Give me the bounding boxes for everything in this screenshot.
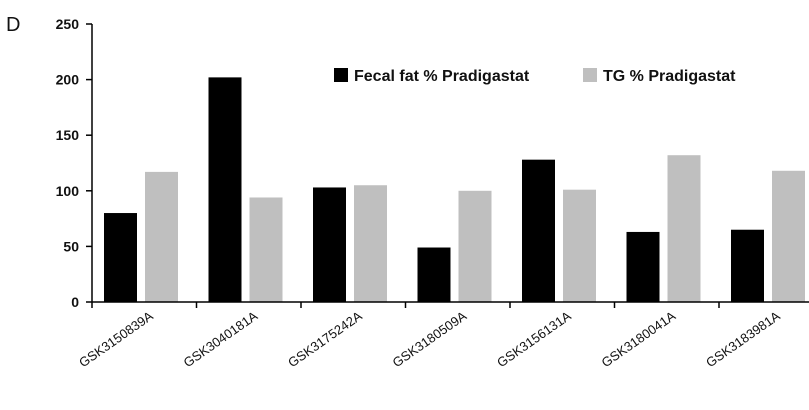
bar-tg (667, 155, 701, 302)
bar-fecal-fat (522, 159, 555, 302)
x-category-label: GSK3183981A (703, 308, 783, 370)
x-axis: GSK3150839A GSK3040181A GSK3175242A GSK3180… (76, 301, 809, 370)
bar-fecal-fat (313, 187, 346, 302)
y-tick-label: 50 (63, 238, 79, 254)
bar-fecal-fat (731, 229, 764, 302)
y-tick-label: 250 (56, 16, 80, 32)
x-category-label: GSK3180509A (390, 308, 470, 370)
bar-tg (145, 171, 178, 302)
bar-fecal-fat (104, 213, 137, 302)
y-tick-label: 0 (71, 294, 79, 310)
y-axis: 0 50 100 150 200 250 (56, 16, 93, 310)
bar-tg (354, 185, 387, 302)
y-tick-label: 150 (56, 127, 80, 143)
x-category-label: GSK3040181A (181, 308, 261, 370)
y-tick-label: 200 (56, 72, 80, 88)
x-category-label: GSK3156131A (494, 308, 574, 370)
bar-fecal-fat (208, 77, 242, 302)
bar-tg (249, 197, 283, 302)
bar-tg (772, 170, 805, 302)
legend-label: Fecal fat % Pradigastat (354, 68, 530, 85)
x-category-label: GSK3180041A (599, 308, 679, 370)
bar-tg (563, 189, 596, 302)
x-category-label: GSK3175242A (285, 308, 365, 370)
legend-swatch (334, 68, 348, 82)
bar-fecal-fat (626, 231, 660, 302)
bar-tg (458, 190, 492, 302)
legend-swatch (583, 68, 597, 82)
x-category-label: GSK3150839A (76, 308, 156, 370)
legend: Fecal fat % Pradigastat TG % Pradigastat (334, 68, 736, 85)
y-tick-label: 100 (56, 183, 80, 199)
legend-label: TG % Pradigastat (603, 68, 736, 85)
panel-label: D (6, 14, 21, 36)
bar-fecal-fat (417, 247, 451, 302)
bars (104, 77, 805, 302)
